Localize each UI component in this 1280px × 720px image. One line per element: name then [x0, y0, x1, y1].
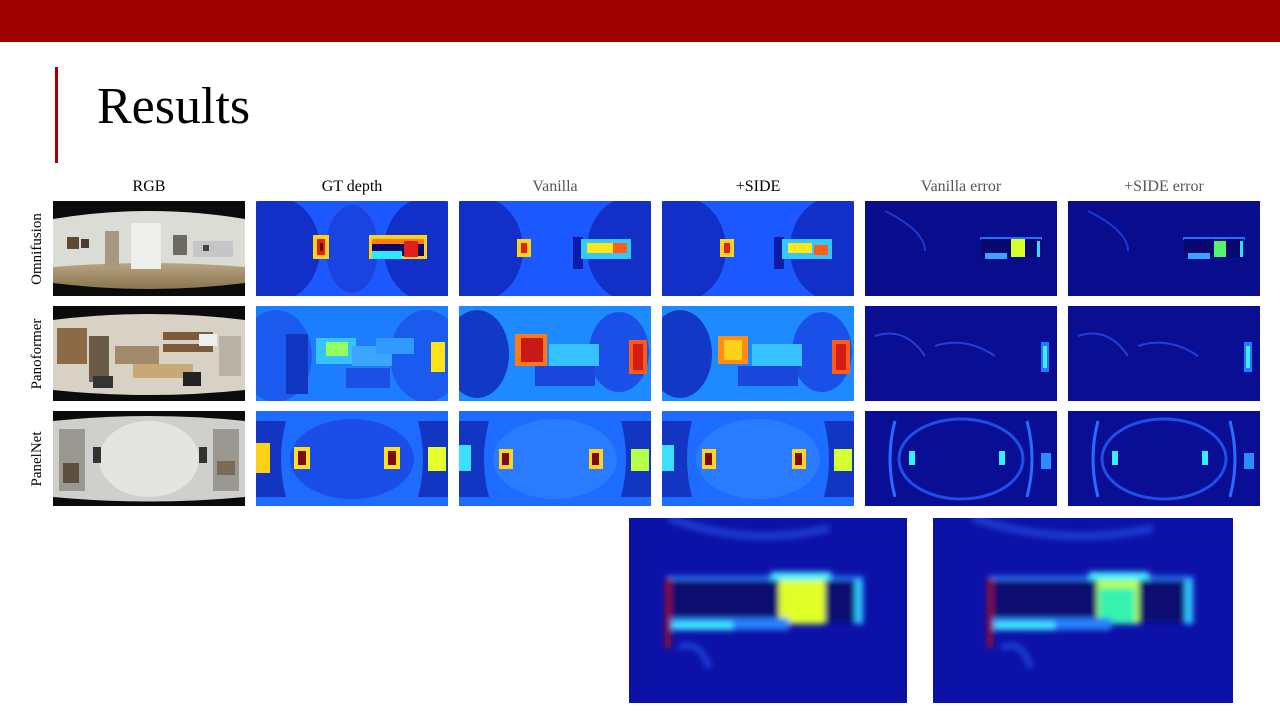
zoom-vanilla-error-crop: [629, 518, 907, 703]
vanilla-depth-panelnet: [459, 411, 651, 506]
vanilla-error-panoformer: [865, 306, 1057, 401]
row-header-omnifusion: Omnifusion: [29, 212, 45, 285]
row-header-panoformer: Panoformer: [29, 318, 45, 389]
side-depth-omnifusion: [662, 201, 854, 296]
gt-depth-panelnet: [256, 411, 448, 506]
vanilla-depth-panoformer: [459, 306, 651, 401]
column-header-vanilla-error: Vanilla error: [920, 178, 1002, 195]
column-header-vanilla: Vanilla: [532, 178, 578, 195]
column-header-side: +SIDE: [735, 178, 781, 195]
side-depth-panelnet: [662, 411, 854, 506]
rgb-image-omnifusion: [53, 201, 245, 296]
slide-title: Results: [97, 78, 251, 135]
gt-depth-omnifusion: [256, 201, 448, 296]
header-banner: [0, 0, 1280, 42]
rgb-image-panoformer: [53, 306, 245, 401]
side-error-panelnet: [1068, 411, 1260, 506]
vanilla-error-omnifusion: [865, 201, 1057, 296]
rgb-image-panelnet: [53, 411, 245, 506]
column-header-side-error: +SIDE error: [1124, 178, 1204, 195]
column-header-gt-depth: GT depth: [321, 178, 383, 195]
side-error-panoformer: [1068, 306, 1260, 401]
vanilla-error-panelnet: [865, 411, 1057, 506]
side-error-omnifusion: [1068, 201, 1260, 296]
zoom-side-error-crop: [933, 518, 1233, 703]
column-header-rgb: RGB: [132, 178, 166, 195]
gt-depth-panoformer: [256, 306, 448, 401]
title-accent-bar: [55, 67, 58, 163]
side-depth-panoformer: [662, 306, 854, 401]
row-header-panelnet: PanelNet: [29, 431, 45, 486]
vanilla-depth-omnifusion: [459, 201, 651, 296]
